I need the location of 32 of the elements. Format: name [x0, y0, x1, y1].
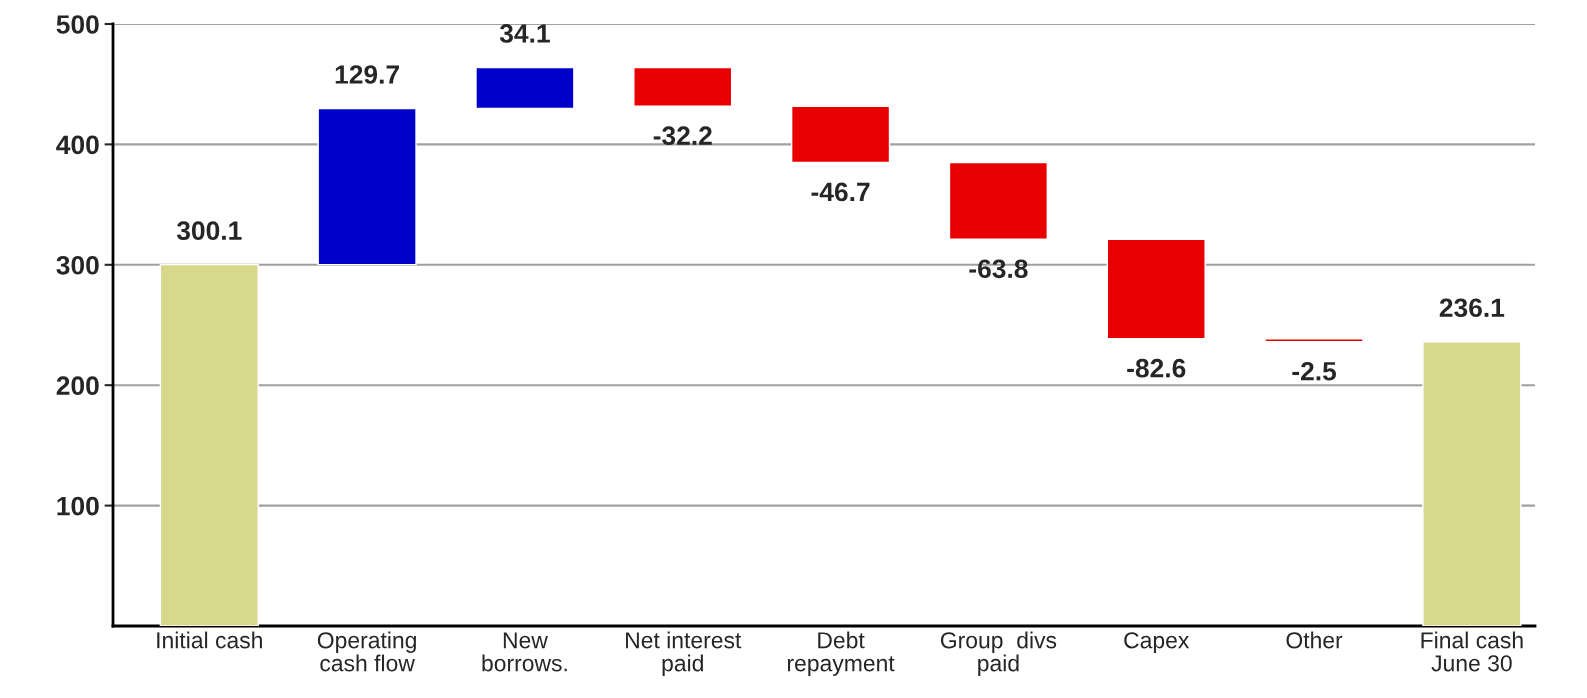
x-tick-label: Final cash June 30 [1421, 631, 1523, 672]
bar [948, 161, 1049, 240]
bar [633, 66, 733, 107]
y-tick-label: 300 [56, 255, 99, 275]
x-tick-label: Initial cash [157, 631, 262, 649]
data-label: -63.8 [969, 259, 1028, 279]
x-tick-label: New borrows. [482, 632, 567, 672]
x-tick-label: Capex [1124, 632, 1190, 653]
data-label: 300.1 [176, 221, 242, 241]
x-tick-label: Debt repayment [787, 631, 895, 676]
x-tick-label: Net interest paid [626, 631, 742, 676]
bar [475, 66, 575, 110]
x-tick-label: Operating cash flow [317, 631, 416, 672]
y-tick-label: 400 [56, 135, 99, 155]
bar [317, 107, 417, 266]
x-tick-label: Group divs paid [940, 631, 1057, 676]
bar [1106, 238, 1206, 340]
data-label: -46.7 [811, 182, 870, 202]
y-tick-label: 200 [56, 376, 99, 396]
data-label: 129.7 [335, 65, 399, 84]
data-label: -32.2 [653, 126, 712, 146]
data-label: 34.1 [499, 24, 550, 43]
data-label: 236.1 [1439, 298, 1505, 318]
x-tick-label: Other [1286, 631, 1343, 649]
bar [790, 105, 891, 164]
bar [1264, 338, 1364, 343]
y-tick-label: 500 [56, 15, 99, 34]
bar [159, 263, 259, 626]
bar [1422, 341, 1522, 626]
data-label: -82.6 [1127, 358, 1186, 378]
y-tick-label: 100 [57, 496, 99, 516]
data-label: -2.5 [1292, 361, 1337, 381]
